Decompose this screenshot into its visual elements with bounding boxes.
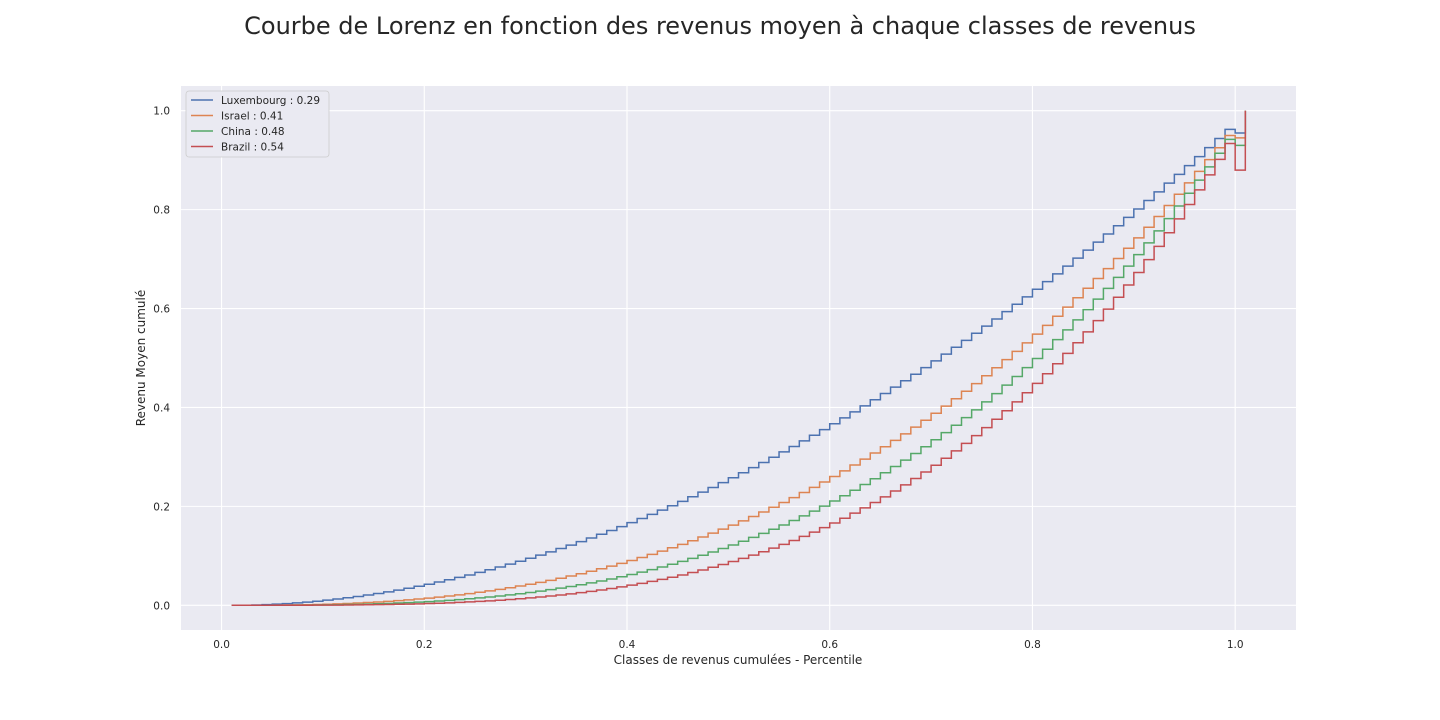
x-tick-label: 1.0 — [1227, 639, 1244, 651]
legend-entry: Brazil : 0.54 — [221, 142, 284, 154]
x-axis-label: Classes de revenus cumulées - Percentile — [614, 653, 863, 667]
y-tick-label: 0.4 — [153, 402, 170, 414]
legend-entry: China : 0.48 — [221, 126, 285, 138]
x-tick-label: 0.8 — [1024, 639, 1041, 651]
series-lines — [231, 110, 1247, 607]
y-tick-label: 0.0 — [153, 600, 170, 612]
series-line-3 — [231, 110, 1247, 607]
legend: Luxembourg : 0.29 Israel : 0.41 China : 0.… — [185, 90, 330, 158]
x-tick-label: 0.0 — [213, 639, 230, 651]
series-line-0 — [231, 110, 1247, 607]
y-tick-label: 0.8 — [153, 205, 170, 217]
legend-box — [185, 90, 330, 158]
chart-title: Courbe de Lorenz en fonction des revenus… — [244, 12, 1196, 40]
plot-background — [181, 86, 1296, 630]
legend-entry: Luxembourg : 0.29 — [221, 95, 320, 107]
y-tick-label: 0.6 — [153, 304, 170, 316]
x-tick-label: 0.6 — [821, 639, 838, 651]
y-tick-label: 1.0 — [153, 106, 170, 118]
series-line-2 — [231, 110, 1247, 607]
legend-entry: Israel : 0.41 — [221, 111, 283, 123]
series-line-1 — [231, 110, 1247, 607]
x-tick-labels: 0.0 0.2 0.4 0.6 0.8 1.0 — [213, 639, 1243, 651]
x-tick-label: 0.2 — [416, 639, 433, 651]
y-tick-label: 0.2 — [153, 501, 170, 513]
x-tick-label: 0.4 — [619, 639, 636, 651]
y-tick-labels: 0.0 0.2 0.4 0.6 0.8 1.0 — [153, 106, 170, 613]
y-axis-label: Revenu Moyen cumulé — [134, 290, 148, 427]
